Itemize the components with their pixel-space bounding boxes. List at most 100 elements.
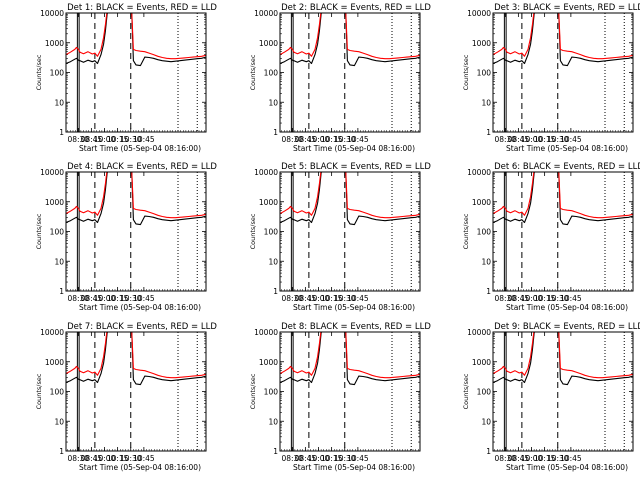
plot-frame: [492, 12, 634, 133]
y-tick-label: 10: [268, 98, 278, 107]
series-line-events: [66, 172, 206, 226]
x-tick-label: 10:45: [133, 454, 155, 463]
series-line-events: [66, 13, 206, 67]
series-line-events: [280, 172, 420, 226]
y-axis-label: Counts/sec: [35, 373, 43, 409]
y-tick-label: 100: [50, 228, 65, 237]
y-tick-label: 10: [268, 257, 278, 266]
y-tick-label: 100: [477, 228, 492, 237]
y-tick-label: 1: [486, 128, 491, 137]
series-line-lld: [493, 172, 633, 219]
series-group: [493, 332, 633, 386]
x-tick-label: 10:30: [334, 294, 356, 303]
x-tick-label: 10:45: [133, 294, 155, 303]
x-tick-label: 08:45: [508, 454, 530, 463]
plot-frame: [279, 12, 421, 133]
panel-title: Det 4: BLACK = Events, RED = LLD: [67, 162, 217, 172]
series-group: [493, 172, 633, 226]
panel-title: Det 7: BLACK = Events, RED = LLD: [67, 322, 217, 332]
series-group: [280, 172, 420, 226]
x-axis-label: Start Time (05-Sep-04 08:16:00): [79, 463, 201, 472]
x-tick-label: 10:45: [560, 294, 582, 303]
plot-frame: [492, 171, 634, 292]
y-tick-label: 10: [54, 417, 64, 426]
y-tick-label: 1000: [472, 39, 491, 48]
y-tick-label: 1000: [472, 198, 491, 207]
detector-panel-1: Det 1: BLACK = Events, RED = LLD Counts/s…: [35, 3, 217, 153]
x-tick-label: 08:30: [494, 294, 516, 303]
series-line-events: [493, 172, 633, 226]
x-tick-label: 10:45: [560, 454, 582, 463]
y-axis-label: Counts/sec: [249, 54, 257, 90]
series-line-lld: [280, 332, 420, 379]
plot-frame: [65, 12, 207, 133]
x-tick-label: 10:00: [94, 294, 116, 303]
panel-title: Det 9: BLACK = Events, RED = LLD: [494, 322, 640, 332]
x-tick-label: 10:30: [120, 454, 142, 463]
y-tick-label: 10: [481, 417, 491, 426]
x-tick-label: 10:00: [308, 135, 330, 144]
series-line-lld: [493, 13, 633, 60]
panel-title: Det 1: BLACK = Events, RED = LLD: [67, 3, 217, 13]
x-tick-label: 10:30: [334, 454, 356, 463]
x-tick-label: 08:45: [295, 454, 317, 463]
x-tick-label: 10:00: [308, 454, 330, 463]
y-axis-label: Counts/sec: [35, 213, 43, 249]
x-tick-label: 10:30: [547, 135, 569, 144]
x-tick-label: 10:15: [107, 294, 129, 303]
plot-frame: [65, 331, 207, 452]
plot-frame: [492, 331, 634, 452]
series-group: [280, 13, 420, 67]
panel-title: Det 5: BLACK = Events, RED = LLD: [281, 162, 431, 172]
x-tick-label: 08:30: [67, 294, 89, 303]
y-tick-label: 1: [486, 287, 491, 296]
y-axis-label: Counts/sec: [249, 213, 257, 249]
y-tick-label: 1000: [45, 358, 64, 367]
y-axis-label: Counts/sec: [462, 54, 470, 90]
series-line-lld: [493, 332, 633, 379]
series-group: [493, 13, 633, 67]
x-tick-label: 10:15: [534, 294, 556, 303]
series-line-events: [280, 332, 420, 386]
x-axis-label: Start Time (05-Sep-04 08:16:00): [293, 463, 415, 472]
y-tick-label: 1: [273, 128, 278, 137]
x-tick-label: 10:15: [321, 135, 343, 144]
y-tick-label: 1000: [45, 198, 64, 207]
x-tick-label: 08:45: [508, 294, 530, 303]
y-tick-label: 1000: [259, 39, 278, 48]
x-axis-label: Start Time (05-Sep-04 08:16:00): [293, 303, 415, 312]
y-axis-label: Counts/sec: [35, 54, 43, 90]
x-tick-label: 08:45: [81, 454, 103, 463]
x-tick-label: 08:30: [67, 135, 89, 144]
x-tick-label: 08:30: [281, 135, 303, 144]
x-tick-label: 10:15: [321, 294, 343, 303]
x-tick-label: 10:15: [534, 454, 556, 463]
x-tick-label: 10:00: [521, 294, 543, 303]
y-tick-label: 1: [59, 128, 64, 137]
panel-title: Det 8: BLACK = Events, RED = LLD: [281, 322, 431, 332]
y-tick-label: 10: [54, 98, 64, 107]
detector-panel-7: Det 7: BLACK = Events, RED = LLD Counts/s…: [35, 322, 217, 472]
x-tick-label: 10:45: [133, 135, 155, 144]
detector-panel-9: Det 9: BLACK = Events, RED = LLD Counts/s…: [462, 322, 640, 472]
x-axis-label: Start Time (05-Sep-04 08:16:00): [79, 303, 201, 312]
detector-panel-4: Det 4: BLACK = Events, RED = LLD Counts/s…: [35, 162, 217, 312]
y-axis-label: Counts/sec: [462, 213, 470, 249]
series-line-events: [66, 332, 206, 386]
series-line-lld: [66, 172, 206, 219]
plot-frame: [279, 331, 421, 452]
x-tick-label: 10:00: [94, 135, 116, 144]
y-axis-label: Counts/sec: [249, 373, 257, 409]
x-axis-label: Start Time (05-Sep-04 08:16:00): [506, 463, 628, 472]
y-tick-label: 10: [481, 98, 491, 107]
x-tick-label: 10:00: [94, 454, 116, 463]
series-line-events: [493, 332, 633, 386]
y-tick-label: 10000: [254, 168, 278, 177]
x-tick-label: 08:30: [494, 135, 516, 144]
x-tick-label: 08:45: [81, 135, 103, 144]
y-tick-label: 10: [268, 417, 278, 426]
series-group: [66, 13, 206, 67]
x-tick-label: 10:30: [120, 135, 142, 144]
x-tick-label: 10:45: [347, 135, 369, 144]
